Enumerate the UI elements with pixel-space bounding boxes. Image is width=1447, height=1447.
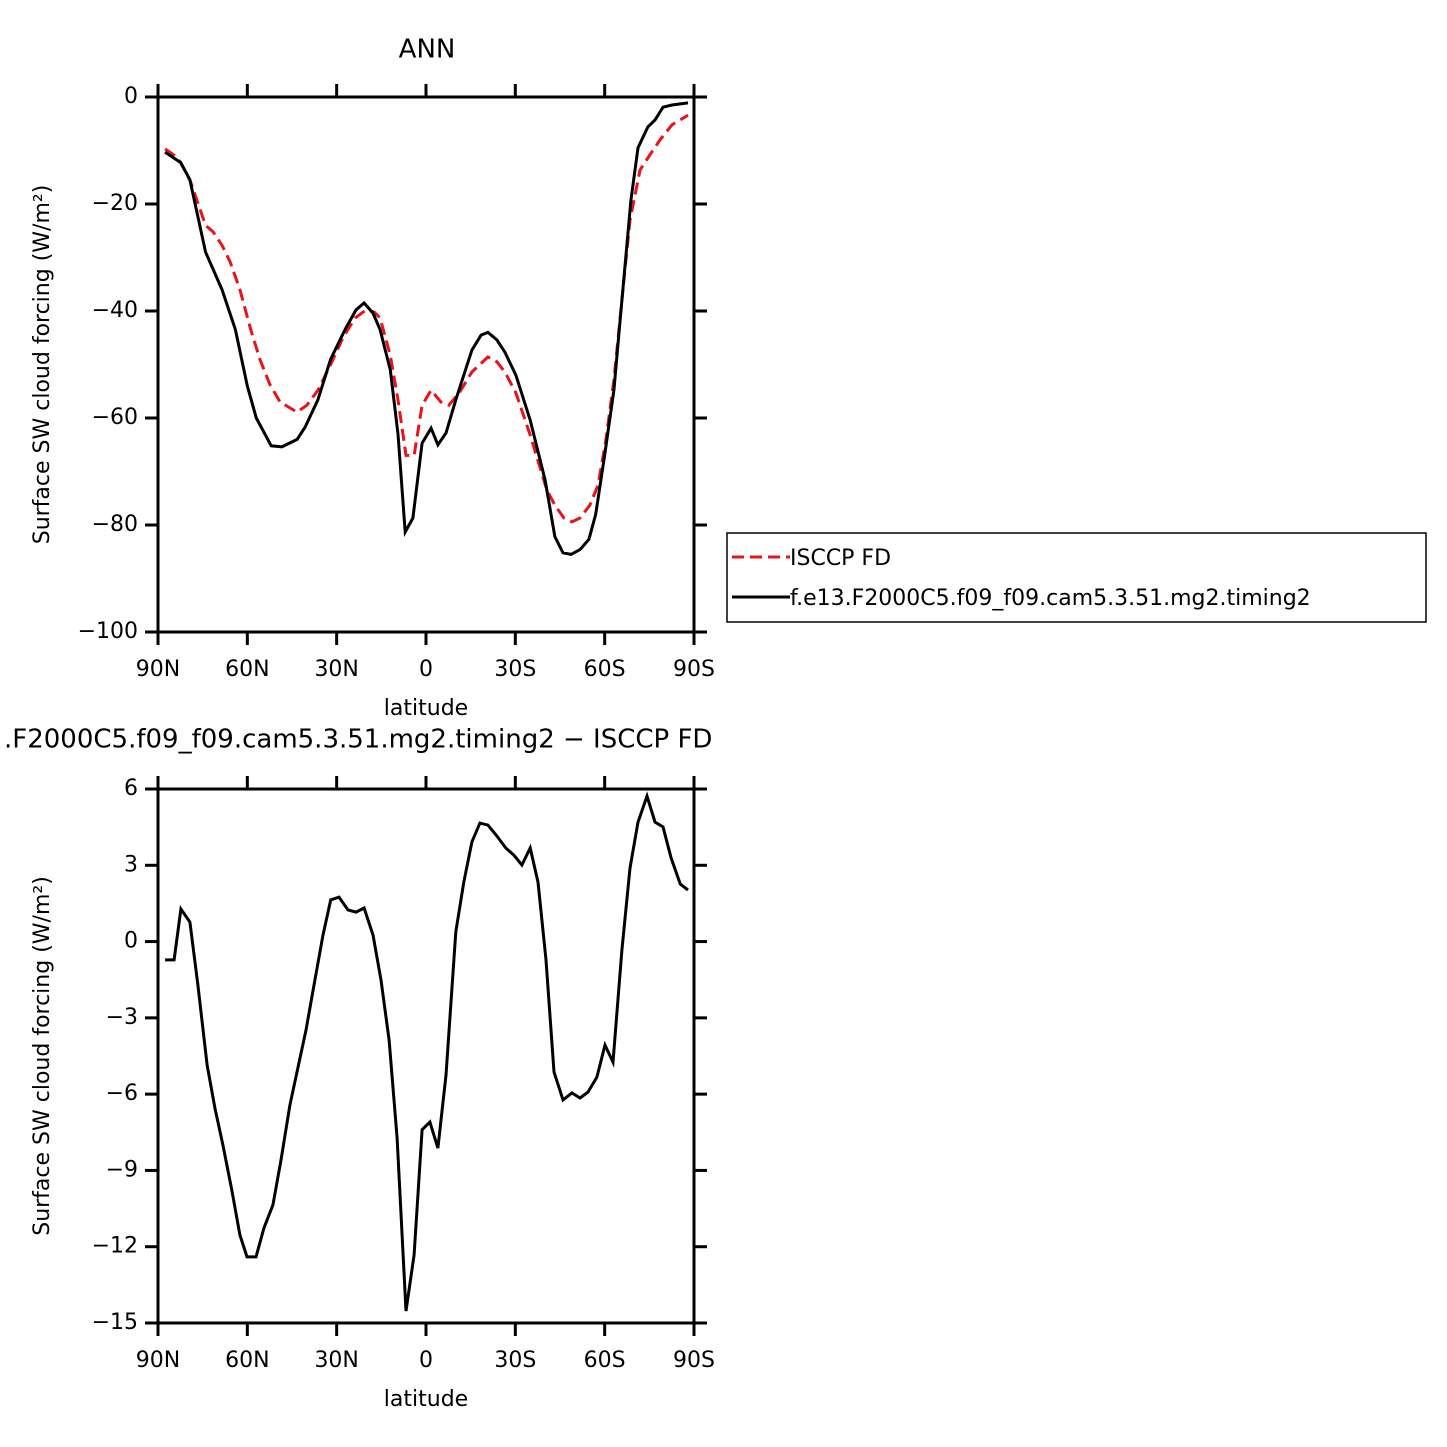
x-tick-label: 90S bbox=[673, 657, 715, 682]
y-tick-label: −15 bbox=[92, 1310, 138, 1335]
y-axis-label: Surface SW cloud forcing (W/m²) bbox=[30, 876, 55, 1236]
y-tick-label: 6 bbox=[124, 776, 138, 801]
x-tick-label: 90S bbox=[673, 1348, 715, 1373]
y-tick-label: −3 bbox=[106, 1005, 138, 1030]
y-tick-label: −6 bbox=[106, 1081, 138, 1106]
legend-box bbox=[726, 532, 1427, 623]
y-axis-label: Surface SW cloud forcing (W/m²) bbox=[30, 185, 55, 545]
x-tick-label: 30N bbox=[314, 657, 358, 682]
data-line bbox=[164, 101, 689, 556]
chart-title: ANN bbox=[399, 35, 456, 65]
x-tick-label: 60N bbox=[225, 657, 269, 682]
y-tick-label: 0 bbox=[124, 84, 138, 109]
x-tick-label: 60S bbox=[584, 1348, 626, 1373]
y-tick-label: −100 bbox=[78, 619, 138, 644]
x-tick-label: 30S bbox=[494, 657, 536, 682]
legend-label: ISCCP FD bbox=[790, 546, 891, 571]
data-line bbox=[165, 791, 689, 1312]
y-tick-label: −40 bbox=[92, 298, 138, 323]
x-axis-label: latitude bbox=[384, 1387, 468, 1412]
y-tick-label: 0 bbox=[124, 929, 138, 954]
data-line bbox=[164, 113, 689, 524]
y-tick-label: −80 bbox=[92, 512, 138, 537]
y-tick-label: −12 bbox=[92, 1234, 138, 1259]
legend-label: f.e13.F2000C5.f09_f09.cam5.3.51.mg2.timi… bbox=[790, 586, 1311, 611]
plot-frame bbox=[156, 95, 696, 634]
y-tick-label: −20 bbox=[92, 191, 138, 216]
x-tick-label: 60N bbox=[225, 1348, 269, 1373]
y-tick-label: −60 bbox=[92, 405, 138, 430]
x-tick-label: 0 bbox=[419, 657, 433, 682]
x-tick-label: 30N bbox=[314, 1348, 358, 1373]
x-tick-label: 90N bbox=[136, 1348, 180, 1373]
x-tick-label: 30S bbox=[494, 1348, 536, 1373]
chart-title: .F2000C5.f09_f09.cam5.3.51.mg2.timing2 −… bbox=[4, 725, 712, 755]
x-axis-label: latitude bbox=[384, 696, 468, 721]
x-tick-label: 90N bbox=[136, 657, 180, 682]
x-tick-label: 0 bbox=[419, 1348, 433, 1373]
x-tick-label: 60S bbox=[584, 657, 626, 682]
y-tick-label: 3 bbox=[124, 852, 138, 877]
y-tick-label: −9 bbox=[106, 1157, 138, 1182]
